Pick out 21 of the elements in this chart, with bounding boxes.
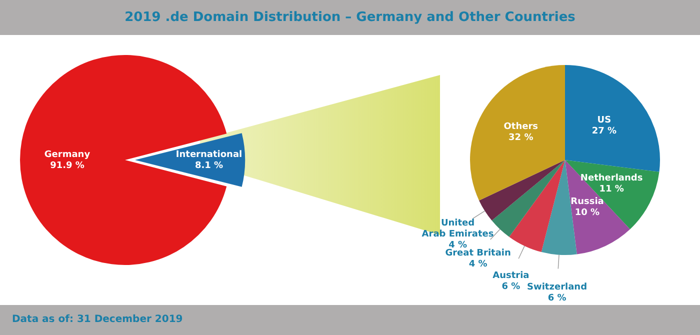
slice-label: Netherlands — [580, 174, 643, 184]
data-label: 8.1 % — [194, 160, 224, 171]
data-label: 6 % — [548, 294, 566, 304]
slice-label: US — [597, 115, 612, 126]
text: Data as of: 31 December 2019 — [0, 305, 700, 335]
slice-label: Others — [504, 122, 538, 132]
slice-label: Russia — [570, 197, 604, 208]
slice-label: Switzerland — [527, 282, 588, 293]
data-label: 91.9 % — [50, 160, 84, 171]
data-label: 32 % — [508, 132, 534, 143]
data-label: 27 % — [592, 126, 617, 136]
slice-label: Germany — [44, 150, 90, 160]
text: 2019 .de Domain Distribution – Germany and Other Countries — [0, 0, 700, 35]
data-label: 4 % — [468, 259, 488, 270]
data-label: 10 % — [574, 208, 600, 218]
data-label: 11 % — [599, 184, 624, 195]
slice-label: United Arab Emirates — [422, 218, 494, 240]
slice-label: Great Britain — [445, 248, 511, 258]
slice-label: Austria — [492, 270, 530, 281]
slice-label: International — [176, 150, 242, 160]
data-label: 6 % — [502, 282, 520, 292]
